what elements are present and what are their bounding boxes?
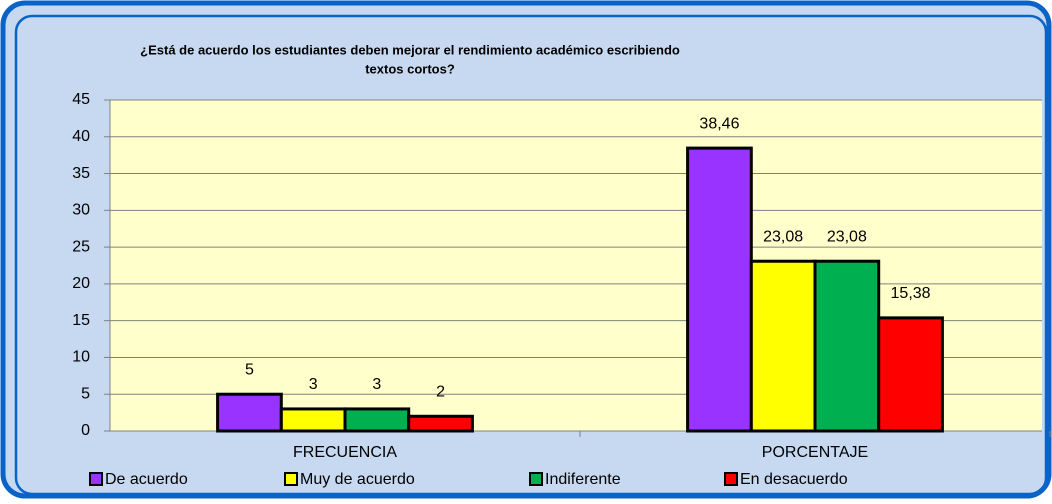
value-label: 3 xyxy=(309,376,318,393)
legend-label: Indiferente xyxy=(545,471,621,488)
y-tick-label: 10 xyxy=(72,349,90,366)
bar xyxy=(686,146,753,433)
bar xyxy=(216,392,283,433)
legend-swatch xyxy=(284,472,298,486)
legend-swatch xyxy=(724,472,738,486)
bar xyxy=(749,259,817,433)
legend-label: Muy de acuerdo xyxy=(300,471,415,488)
bar xyxy=(877,316,944,433)
value-label: 38,46 xyxy=(699,115,739,132)
value-label: 23,08 xyxy=(827,228,867,245)
bar xyxy=(279,407,347,433)
inner-frame xyxy=(14,14,1048,496)
chart-title: ¿Está de acuerdo los estudiantes deben m… xyxy=(140,42,680,76)
y-tick-label: 35 xyxy=(72,165,90,182)
legend-label: En desacuerdo xyxy=(740,471,848,488)
legend-swatch xyxy=(89,472,103,486)
value-label: 3 xyxy=(372,376,381,393)
title-line: textos cortos? xyxy=(365,61,455,76)
x-tick-label: PORCENTAJE xyxy=(762,444,868,461)
legend-swatch xyxy=(529,472,543,486)
bar xyxy=(813,259,881,433)
value-label: 2 xyxy=(436,384,445,401)
y-tick-label: 0 xyxy=(81,422,90,439)
value-label: 15,38 xyxy=(891,285,931,302)
bar xyxy=(407,414,474,433)
y-tick-label: 15 xyxy=(72,312,90,329)
y-tick-label: 30 xyxy=(72,202,90,219)
y-tick-label: 20 xyxy=(72,275,90,292)
y-tick-label: 5 xyxy=(81,385,90,402)
y-tick-label: 45 xyxy=(72,91,90,108)
x-tick-label: FRECUENCIA xyxy=(293,444,397,461)
bar xyxy=(343,407,411,433)
y-tick-label: 25 xyxy=(72,238,90,255)
title-line: ¿Está de acuerdo los estudiantes deben m… xyxy=(140,42,680,57)
value-label: 23,08 xyxy=(763,228,803,245)
y-tick-label: 40 xyxy=(72,128,90,145)
legend-label: De acuerdo xyxy=(105,471,188,488)
value-label: 5 xyxy=(245,361,254,378)
